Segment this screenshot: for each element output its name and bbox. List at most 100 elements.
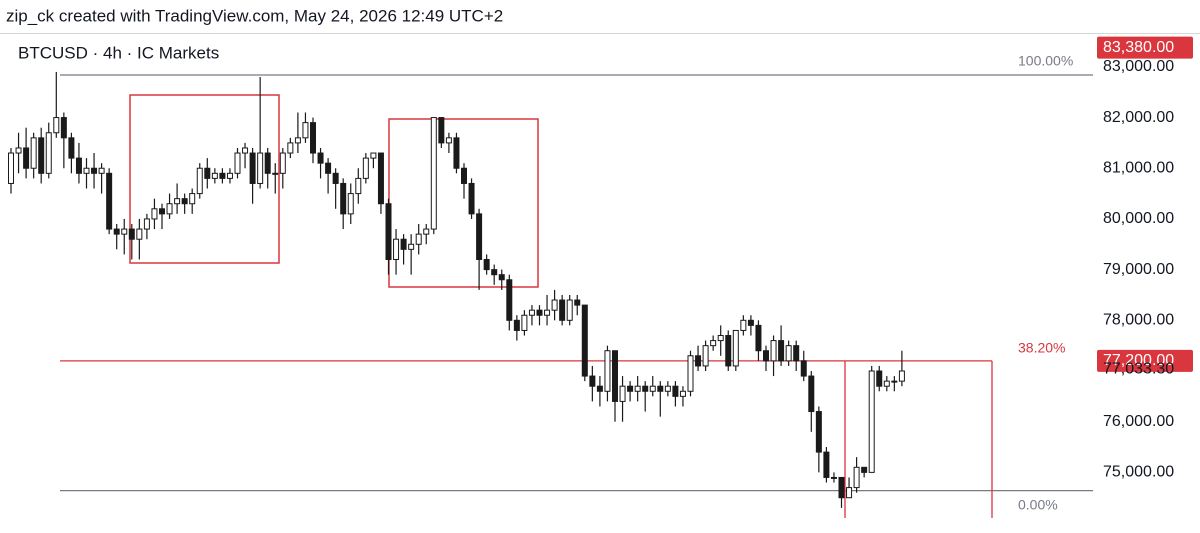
fib-level-label: 100.00%	[1018, 53, 1073, 69]
candle-body	[649, 385, 656, 392]
candle-body	[755, 324, 762, 352]
candle-body	[634, 385, 641, 392]
candle-body	[453, 137, 460, 169]
candle-body	[136, 228, 143, 240]
candle-body	[196, 167, 203, 195]
candle-body	[279, 152, 286, 174]
candle-body	[581, 304, 588, 377]
candle-body	[174, 198, 181, 205]
candle-body	[838, 476, 845, 499]
price-tag-label: 77,033.30	[1103, 361, 1174, 378]
y-tick-label: 75,000.00	[1103, 464, 1174, 481]
candle-body	[166, 203, 173, 215]
candle-body	[664, 385, 671, 392]
candle-body	[619, 385, 626, 402]
candle-body	[340, 182, 347, 215]
candle-body	[347, 193, 354, 215]
y-tick-label: 76,000.00	[1103, 413, 1174, 430]
candle-body	[566, 299, 573, 321]
candle-body	[717, 335, 724, 342]
fib-level-label: 38.20%	[1018, 340, 1065, 356]
candle-body	[642, 385, 649, 392]
candle-body	[415, 233, 422, 245]
candle-body	[732, 329, 739, 367]
y-tick-label: 79,000.00	[1103, 261, 1174, 278]
candle-body	[483, 258, 490, 271]
fib-level-label: 0.00%	[1018, 496, 1058, 512]
fib-price-tag	[1097, 349, 1193, 372]
candle-body	[226, 172, 233, 179]
candle-body	[898, 370, 905, 382]
candle-body	[506, 279, 513, 321]
candle-body	[883, 380, 890, 387]
candle-body	[91, 167, 98, 174]
range-box	[129, 94, 280, 264]
candle-body	[408, 243, 415, 250]
candle-body	[687, 355, 694, 392]
candle-body	[521, 314, 528, 331]
candle-body	[128, 228, 135, 240]
candle-body	[8, 152, 14, 184]
candle-body	[725, 335, 732, 367]
candle-body	[204, 167, 211, 179]
candle-body	[815, 411, 822, 453]
candle-body	[45, 132, 52, 174]
candle-body	[60, 117, 67, 139]
candle-body	[257, 152, 264, 184]
candle-body	[800, 360, 807, 377]
candle-body	[53, 117, 60, 134]
candle-body	[627, 385, 634, 392]
candle-body	[589, 375, 596, 387]
candle-body	[68, 137, 75, 159]
candle-body	[242, 147, 249, 154]
candle-body	[264, 152, 271, 174]
header-bar	[0, 0, 1200, 33]
price-tag-bg	[1097, 36, 1193, 59]
candle-body	[710, 340, 717, 347]
candle-body	[793, 345, 800, 362]
candle-body	[151, 208, 158, 220]
candle-body	[30, 137, 37, 169]
candle-body	[370, 152, 377, 159]
candle-body	[702, 345, 709, 367]
candle-body	[853, 466, 860, 489]
candle-body	[211, 172, 218, 179]
candle-body	[83, 167, 90, 174]
candle-body	[679, 390, 686, 397]
candle-body	[181, 198, 188, 205]
candle-body	[332, 172, 339, 184]
candle-body	[657, 385, 664, 392]
candle-body	[468, 182, 475, 215]
candle-body	[574, 299, 581, 306]
candle-body	[778, 340, 785, 362]
candle-body	[377, 152, 384, 205]
candle-body	[438, 117, 445, 144]
candle-body	[740, 319, 747, 331]
candle-body	[861, 466, 868, 473]
candle-body	[536, 309, 543, 316]
candle-body	[75, 157, 82, 174]
candle-body	[234, 152, 241, 174]
candle-body	[272, 172, 279, 175]
candle-body	[604, 350, 611, 392]
candle-body	[287, 142, 294, 154]
candle-body	[672, 385, 679, 397]
candle-body	[113, 228, 120, 235]
candle-body	[461, 167, 467, 184]
header-text: zip_ck created with TradingView.com, May…	[6, 6, 503, 25]
candle-body	[770, 340, 777, 362]
candle-body	[219, 172, 226, 179]
candle-body	[310, 122, 316, 154]
y-tick-label: 81,000.00	[1103, 159, 1174, 176]
y-tick-label: 78,000.00	[1103, 312, 1174, 329]
candle-body	[385, 203, 392, 260]
candle-body	[302, 122, 309, 139]
candle-body	[400, 238, 407, 250]
candle-body	[362, 157, 369, 179]
candle-body	[355, 177, 362, 195]
candle-body	[491, 269, 498, 276]
chart-title: BTCUSD · 4h · IC Markets	[18, 43, 219, 62]
candle-body	[830, 476, 837, 479]
candle-body	[695, 355, 702, 367]
